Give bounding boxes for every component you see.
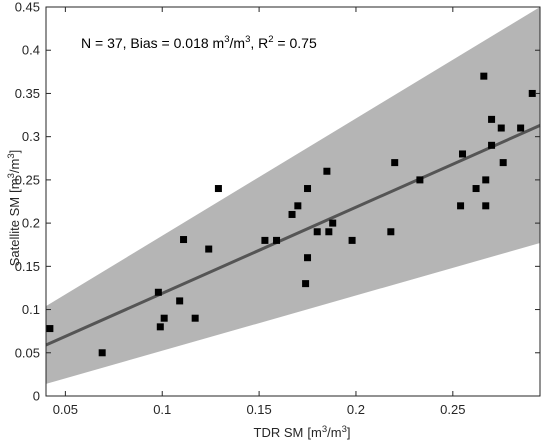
- data-point: [160, 314, 168, 322]
- y-tick-label: 0: [33, 389, 40, 404]
- x-tick-label: 0.1: [153, 402, 171, 417]
- data-point: [302, 280, 310, 288]
- data-point: [288, 210, 296, 218]
- y-axis-label: Satellite SM[m3/m3]: [6, 150, 22, 267]
- y-tick-label: 0.05: [15, 345, 40, 360]
- x-tick-label: 0.15: [246, 402, 271, 417]
- data-point: [482, 202, 490, 210]
- y-axis-label-sup1: 3: [6, 173, 17, 178]
- stats-annotation-part1: N = 37, Bias = 0.018 m: [81, 35, 224, 51]
- y-axis-label-unit: [m: [7, 178, 22, 192]
- data-point: [457, 202, 465, 210]
- x-tick-label: 0.25: [440, 402, 465, 417]
- data-point: [261, 236, 269, 244]
- data-point: [191, 314, 199, 322]
- data-point: [517, 124, 525, 132]
- stats-annotation-sup3: 2: [268, 34, 273, 45]
- x-axis-label: TDR SM [m3/m3]: [254, 424, 351, 440]
- confidence-band-layer: [46, 7, 540, 384]
- data-point: [304, 185, 312, 193]
- data-point: [313, 228, 321, 236]
- y-tick-label: 0.3: [22, 129, 40, 144]
- data-point: [528, 89, 536, 97]
- data-point: [304, 254, 312, 262]
- y-tick-label: 0.15: [15, 259, 40, 274]
- data-point: [176, 297, 184, 305]
- data-point: [323, 167, 331, 175]
- data-point: [416, 176, 424, 184]
- stats-annotation-part3: , R: [250, 35, 268, 51]
- x-axis-label-unit-end: ]: [347, 425, 351, 440]
- y-tick-label: 0.45: [15, 0, 40, 15]
- data-point: [205, 245, 213, 253]
- data-point: [273, 236, 281, 244]
- data-point: [294, 202, 302, 210]
- data-point: [472, 185, 480, 193]
- x-axis-label-sup1: 3: [322, 424, 327, 435]
- data-point: [156, 323, 164, 331]
- regression-line: [45, 124, 541, 347]
- data-point: [387, 228, 395, 236]
- x-axis-label-sup2: 3: [342, 424, 347, 435]
- y-axis-label-unit-mid: /m: [7, 159, 22, 173]
- data-point: [348, 236, 356, 244]
- data-point: [214, 185, 222, 193]
- x-ticks: 0.05 0.1 0.15 0.2 0.25: [53, 7, 465, 417]
- data-point: [482, 176, 490, 184]
- confidence-band: [46, 7, 540, 384]
- x-axis-label-unit-mid: /m: [327, 425, 341, 440]
- stats-annotation-sup1: 3: [224, 34, 229, 45]
- data-point: [325, 228, 333, 236]
- x-axis-label-name: TDR SM: [254, 425, 304, 440]
- stats-annotation-sup2: 3: [245, 34, 250, 45]
- data-point: [499, 159, 507, 167]
- y-tick-label: 0.4: [22, 43, 40, 58]
- y-tick-label: 0.25: [15, 172, 40, 187]
- y-axis-label-name: Satellite SM: [7, 197, 22, 266]
- x-tick-label: 0.2: [347, 402, 365, 417]
- y-axis-label-unit-end: ]: [7, 150, 22, 154]
- data-point: [459, 150, 467, 158]
- data-point: [497, 124, 505, 132]
- stats-annotation: N = 37, Bias = 0.018 m3/m3, R2 = 0.75: [81, 34, 317, 51]
- stats-annotation-part2: /m: [230, 35, 246, 51]
- regression-line-layer: [45, 124, 541, 347]
- y-axis-label-sup2: 3: [6, 153, 17, 158]
- data-point: [180, 236, 188, 244]
- data-point: [154, 288, 162, 296]
- y-tick-label: 0.1: [22, 302, 40, 317]
- data-point: [480, 72, 488, 80]
- y-ticks: 0 0.05 0.1 0.15 0.2 0.25 0.3 0.35 0.4 0.45: [15, 0, 540, 404]
- data-points-layer: [46, 72, 536, 357]
- data-point: [488, 115, 496, 123]
- data-point: [46, 325, 54, 333]
- y-tick-label: 0.35: [15, 86, 40, 101]
- data-point: [391, 159, 399, 167]
- x-axis-label-unit: [m: [307, 425, 321, 440]
- data-point: [329, 219, 337, 227]
- y-tick-label: 0.2: [22, 216, 40, 231]
- data-point: [488, 141, 496, 149]
- stats-annotation-part4: = 0.75: [274, 35, 317, 51]
- plot-frame: [45, 6, 541, 397]
- data-point: [98, 349, 106, 357]
- x-tick-label: 0.05: [53, 402, 78, 417]
